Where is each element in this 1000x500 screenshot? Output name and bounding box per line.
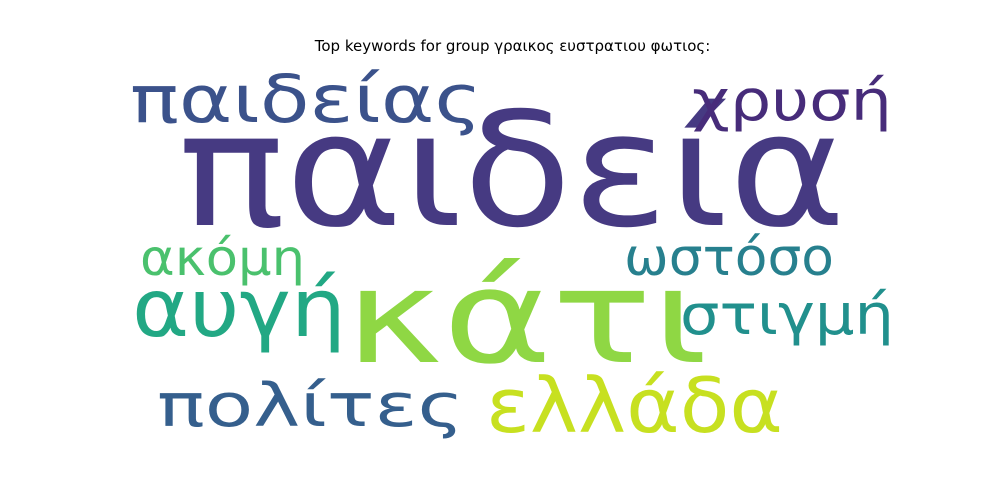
word-7: στιγμή <box>680 283 894 348</box>
word-5: αυγή <box>132 262 346 355</box>
word-10: ακόμη <box>140 229 305 287</box>
word-4: ελλάδα <box>486 361 783 450</box>
word-6: πολίτες <box>157 371 464 441</box>
word-9: χρυσή <box>692 69 892 134</box>
word-1: παιδεία <box>178 79 846 263</box>
word-2: κάτι <box>345 241 708 393</box>
word-8: ωστόσο <box>624 228 834 288</box>
chart-title: Top keywords for group γραικος ευστρατιο… <box>314 37 711 55</box>
word-3: παιδείας <box>130 61 482 138</box>
